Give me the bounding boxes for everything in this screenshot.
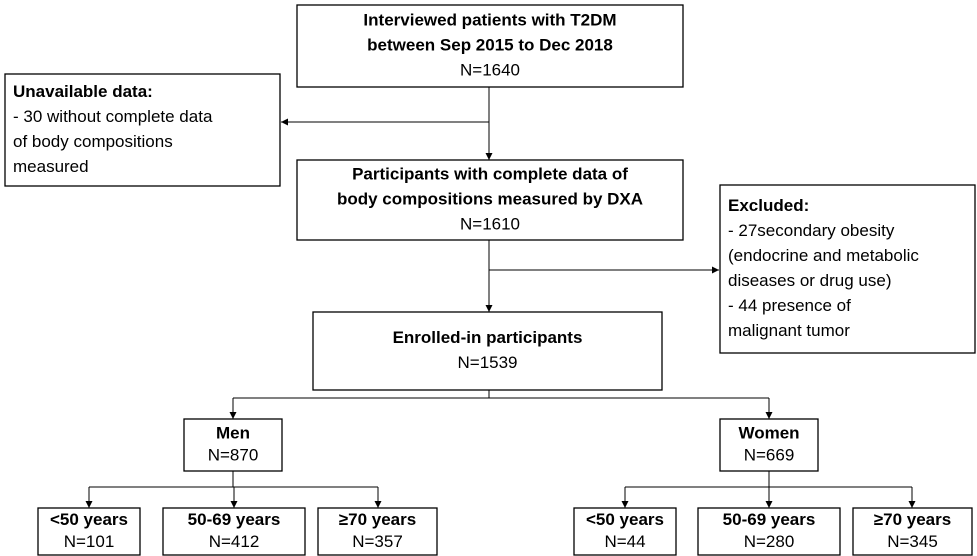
node-title: ≥70 years (874, 510, 951, 529)
node-text: N=1640 (460, 60, 520, 79)
node-text: N=101 (64, 532, 115, 551)
node-box (573, 507, 677, 556)
node-box (4, 73, 281, 187)
node-box (317, 507, 438, 556)
node-title: Men (216, 423, 250, 442)
node: ≥70 years N=345 (852, 507, 973, 556)
node-text: N=44 (604, 532, 645, 551)
node-box (697, 507, 841, 556)
node-title: <50 years (586, 510, 664, 529)
node: Participants with complete data of body c… (296, 159, 684, 241)
node-text: N=345 (887, 532, 938, 551)
node-text: measured (13, 157, 89, 176)
node-text: N=669 (744, 445, 795, 464)
node-text: diseases or drug use) (728, 271, 891, 290)
node: Unavailable data: - 30 without complete d… (4, 73, 281, 187)
node-title: 50-69 years (723, 510, 816, 529)
node-title: <50 years (50, 510, 128, 529)
node-text: - 27secondary obesity (728, 221, 895, 240)
node-text: N=412 (209, 532, 260, 551)
node-box (719, 418, 819, 472)
node-text: - 44 presence of (728, 296, 851, 315)
node-title: body compositions measured by DXA (337, 189, 643, 208)
node-title: Excluded: (728, 196, 809, 215)
node-box (37, 507, 141, 556)
node: ≥70 years N=357 (317, 507, 438, 556)
node: Women N=669 (719, 418, 819, 472)
node-text: N=357 (352, 532, 403, 551)
node-title: ≥70 years (339, 510, 416, 529)
node: <50 years N=44 (573, 507, 677, 556)
node-box (162, 507, 306, 556)
node-box (852, 507, 973, 556)
connectors (85, 87, 916, 508)
node: Excluded: - 27secondary obesity (endocrine… (719, 184, 976, 354)
node-text: N=280 (744, 532, 795, 551)
node-text: N=870 (208, 445, 259, 464)
node-title: between Sep 2015 to Dec 2018 (367, 35, 613, 54)
node-title: Interviewed patients with T2DM (363, 10, 616, 29)
node-text: N=1539 (457, 353, 517, 372)
node-title: Enrolled-in participants (393, 328, 583, 347)
node-title: 50-69 years (188, 510, 281, 529)
node-title: Participants with complete data of (352, 164, 628, 183)
node-box (296, 159, 684, 241)
node: 50-69 years N=280 (697, 507, 841, 556)
node: Enrolled-in participants N=1539 (312, 311, 663, 391)
node-text: - 30 without complete data (13, 107, 213, 126)
node-title: Women (738, 423, 799, 442)
node-title: Unavailable data: (13, 82, 153, 101)
node-box (719, 184, 976, 354)
node: Interviewed patients with T2DM between Se… (296, 4, 684, 88)
node-box (296, 4, 684, 88)
node-box (312, 311, 663, 391)
node-text: N=1610 (460, 214, 520, 233)
node: Men N=870 (183, 418, 283, 472)
node: <50 years N=101 (37, 507, 141, 556)
node: 50-69 years N=412 (162, 507, 306, 556)
node-text: malignant tumor (728, 321, 850, 340)
node-box (183, 418, 283, 472)
node-text: (endocrine and metabolic (728, 246, 919, 265)
node-text: of body compositions (13, 132, 173, 151)
